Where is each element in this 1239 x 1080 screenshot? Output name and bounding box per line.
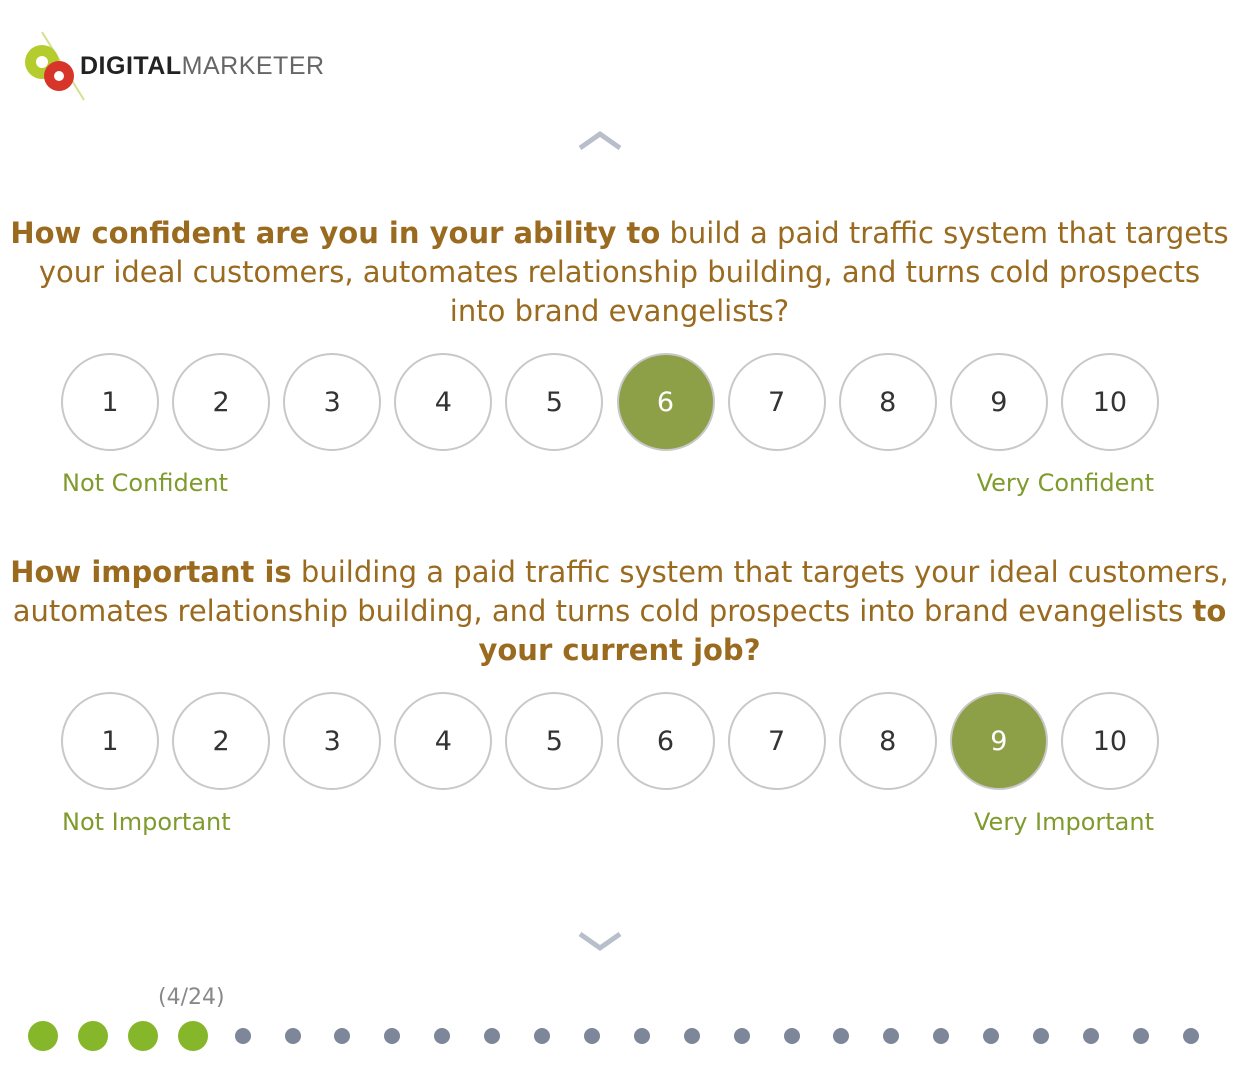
progress-dot-pending[interactable] xyxy=(783,1028,800,1044)
progress-dot-pending[interactable] xyxy=(683,1028,700,1044)
progress-dot-pending[interactable] xyxy=(384,1028,401,1044)
progress-dot-pending[interactable] xyxy=(933,1028,950,1044)
question-1-body: build a paid traffic system that targets… xyxy=(38,216,1229,328)
question-1-high-label: Very Confident xyxy=(976,469,1154,497)
rating-option-1[interactable]: 1 xyxy=(61,692,159,790)
rating-option-4[interactable]: 4 xyxy=(394,692,493,790)
question-1-low-label: Not Confident xyxy=(62,469,229,497)
question-2-high-label: Very Important xyxy=(974,808,1154,836)
logo-text-bold: DIGITAL xyxy=(80,52,182,80)
rating-option-2[interactable]: 2 xyxy=(172,353,271,451)
question-2-body: building a paid traffic system that targ… xyxy=(12,555,1229,628)
progress-dot-pending[interactable] xyxy=(434,1028,451,1044)
progress-dot-pending[interactable] xyxy=(1182,1028,1199,1044)
chevron-up-icon[interactable] xyxy=(578,130,622,150)
rating-option-2[interactable]: 2 xyxy=(172,692,271,790)
question-2-bold-prefix: How important is xyxy=(10,555,292,589)
question-1-scale: 1 2 3 4 5 6 7 8 9 10 xyxy=(61,353,1161,451)
question-2-text: How important is building a paid traffic… xyxy=(10,553,1229,670)
rating-option-10[interactable]: 10 xyxy=(1060,353,1159,451)
progress-dot-pending[interactable] xyxy=(583,1028,600,1044)
rating-option-6[interactable]: 6 xyxy=(616,692,715,790)
rating-option-7[interactable]: 7 xyxy=(727,692,826,790)
rating-option-4[interactable]: 4 xyxy=(394,353,493,451)
question-1-bold-prefix: How confident are you in your ability to xyxy=(10,216,661,250)
question-2-low-label: Not Important xyxy=(62,808,231,836)
rating-option-5[interactable]: 5 xyxy=(505,353,604,451)
rating-option-3[interactable]: 3 xyxy=(283,353,382,451)
progress-dot-pending[interactable] xyxy=(883,1028,900,1044)
rating-option-9[interactable]: 9 xyxy=(949,353,1048,451)
logo-text-light: MARKETER xyxy=(181,52,325,80)
progress-dot-complete[interactable] xyxy=(28,1021,58,1051)
progress-dot-pending[interactable] xyxy=(1033,1028,1049,1044)
rating-option-5[interactable]: 5 xyxy=(505,692,604,790)
progress-dot-complete[interactable] xyxy=(177,1021,208,1051)
progress-dot-pending[interactable] xyxy=(334,1028,351,1044)
question-2-bold-suffix: to your current job? xyxy=(478,594,1227,667)
rating-option-8[interactable]: 8 xyxy=(838,692,937,790)
progress-dot-pending[interactable] xyxy=(534,1028,550,1044)
progress-dot-pending[interactable] xyxy=(1132,1028,1149,1044)
rating-option-8[interactable]: 8 xyxy=(838,353,937,451)
digitalmarketer-logo: DIGITALMARKETER xyxy=(22,30,325,101)
progress-count: (4/24) xyxy=(158,985,225,1010)
question-2-scale: 1 2 3 4 5 6 7 8 9 10 xyxy=(61,692,1161,790)
progress-dot-pending[interactable] xyxy=(833,1028,850,1044)
progress-dot-complete[interactable] xyxy=(127,1021,158,1051)
progress-dot-pending[interactable] xyxy=(284,1028,301,1044)
rating-option-3[interactable]: 3 xyxy=(283,692,382,790)
progress-dot-pending[interactable] xyxy=(983,1028,1000,1044)
rating-option-6[interactable]: 6 xyxy=(616,353,715,451)
progress-dot-pending[interactable] xyxy=(633,1028,650,1044)
rating-option-7[interactable]: 7 xyxy=(727,353,826,451)
progress-dot-pending[interactable] xyxy=(484,1028,501,1044)
progress-dot-pending[interactable] xyxy=(733,1028,750,1044)
rating-option-10[interactable]: 10 xyxy=(1060,692,1159,790)
chevron-down-icon[interactable] xyxy=(578,932,622,952)
rating-option-9[interactable]: 9 xyxy=(949,692,1048,790)
progress-dot-pending[interactable] xyxy=(1082,1028,1099,1044)
rating-option-1[interactable]: 1 xyxy=(61,353,159,451)
gear-logo-icon xyxy=(25,31,85,101)
progress-dot-pending[interactable] xyxy=(234,1028,251,1044)
question-1-text: How confident are you in your ability to… xyxy=(10,214,1229,331)
progress-dot-complete[interactable] xyxy=(77,1021,108,1051)
